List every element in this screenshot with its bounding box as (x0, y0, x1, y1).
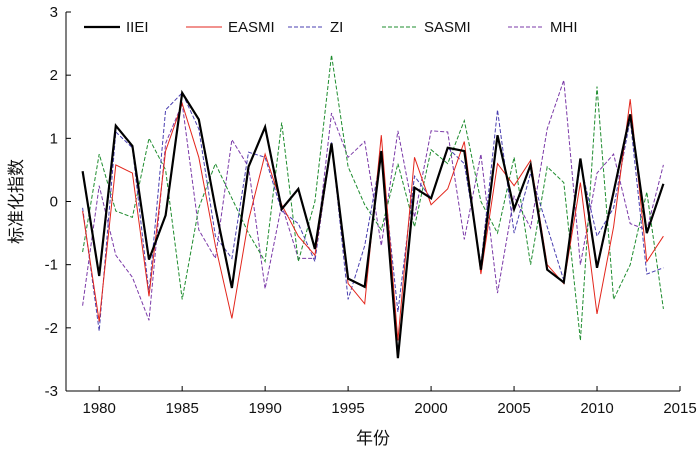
legend-label-mhi: MHI (550, 19, 578, 36)
x-axis-title: 年份 (356, 429, 390, 449)
y-tick-label: 3 (50, 4, 58, 21)
x-tick-label: 2005 (497, 400, 530, 417)
legend-label-iiei: IIEI (126, 19, 149, 36)
y-tick-label: 2 (50, 67, 58, 84)
y-tick-label: 0 (50, 194, 58, 211)
legend-label-easmi: EASMI (228, 19, 275, 36)
plot-area: 1980 1985 1990 1995 2000 2005 2010 2015 -3 -2 -1 0… (45, 4, 697, 417)
series-layer (81, 54, 665, 359)
y-tick-label: -2 (45, 320, 58, 337)
x-tick-label: 1990 (248, 400, 281, 417)
y-tick-label: 1 (50, 130, 58, 147)
x-tick-label: 1995 (331, 400, 364, 417)
series-line-iiei (81, 89, 665, 359)
x-axis-ticks: 1980 1985 1990 1995 2000 2005 2010 2015 (83, 386, 697, 417)
x-tick-label: 2015 (663, 400, 696, 417)
legend-label-zi: ZI (330, 19, 343, 36)
y-tick-label: -1 (45, 257, 58, 274)
legend-label-sasmi: SASMI (424, 19, 471, 36)
chart-legend: IIEI EASMI ZI SASMI MHI (84, 19, 578, 36)
y-axis-title: 标准化指数 (7, 159, 27, 244)
y-tick-label: -3 (45, 383, 58, 400)
y-axis-ticks: -3 -2 -1 0 1 2 3 (45, 4, 71, 400)
series-line-sasmi (82, 54, 664, 341)
x-tick-label: 1980 (83, 400, 116, 417)
x-tick-label: 2010 (580, 400, 613, 417)
series-line-zi (82, 92, 664, 332)
x-tick-label: 1985 (165, 400, 198, 417)
x-tick-label: 2000 (414, 400, 447, 417)
